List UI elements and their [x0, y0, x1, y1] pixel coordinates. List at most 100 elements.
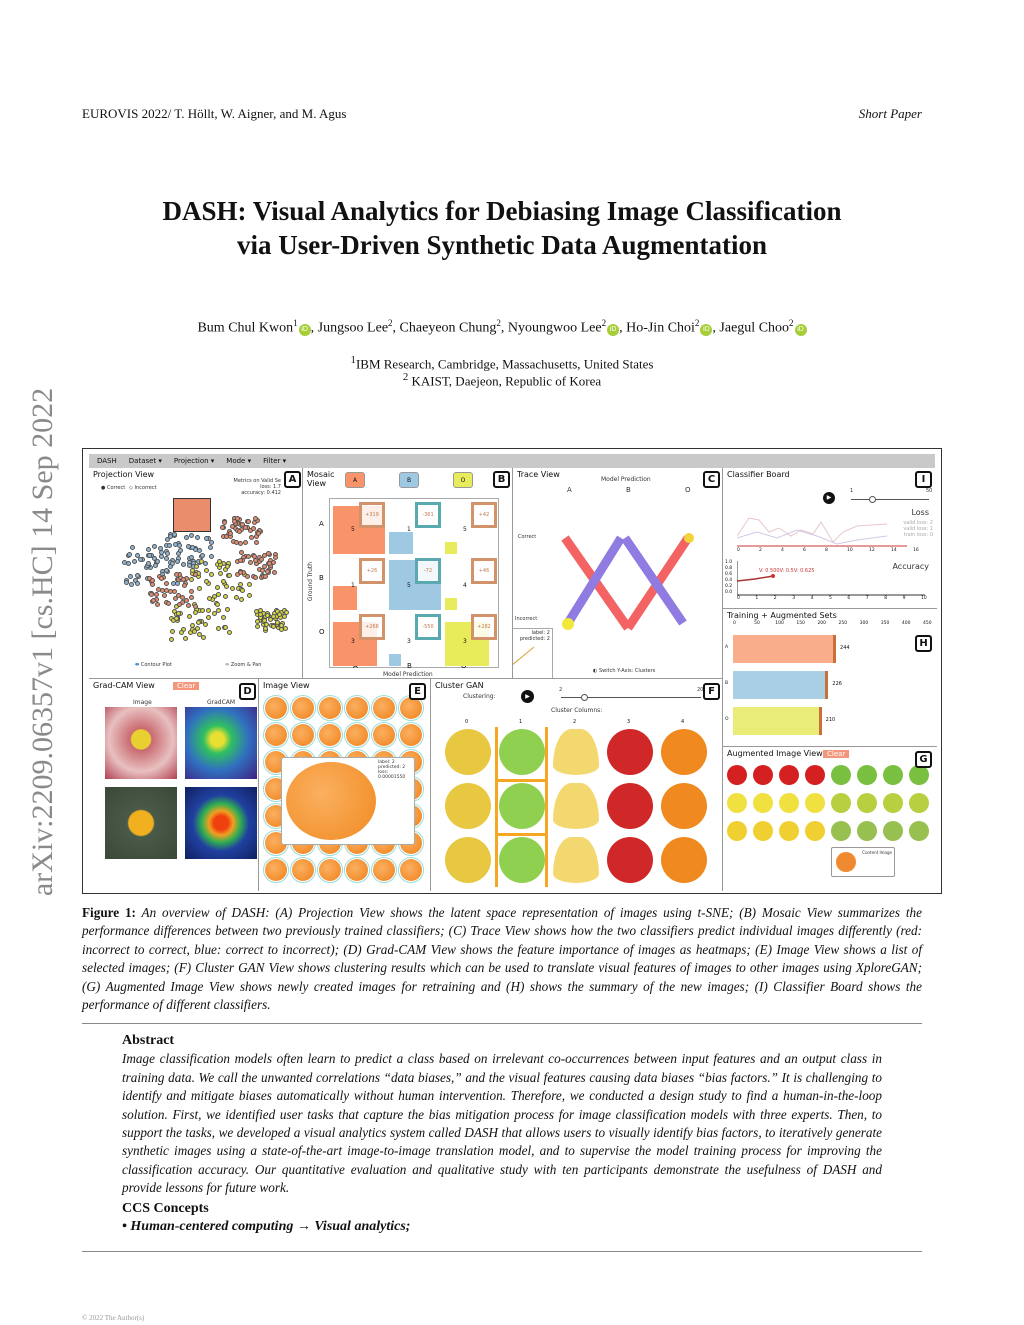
- scatter-point[interactable]: [167, 543, 173, 549]
- scatter-point[interactable]: [226, 572, 232, 578]
- scatter-point[interactable]: [146, 547, 152, 553]
- cluster-image[interactable]: [553, 837, 599, 883]
- scatter-point[interactable]: [215, 592, 221, 598]
- scatter-point[interactable]: [279, 622, 285, 628]
- thumbnail[interactable]: [263, 857, 289, 883]
- thumbnail[interactable]: [753, 821, 773, 841]
- thumbnail[interactable]: [831, 821, 851, 841]
- scatter-point[interactable]: [131, 558, 137, 564]
- scatter-point[interactable]: [259, 568, 265, 574]
- scatter-point[interactable]: [179, 629, 185, 635]
- thumbnail[interactable]: [317, 857, 343, 883]
- scatter-point[interactable]: [199, 558, 205, 564]
- scatter-point[interactable]: [126, 560, 132, 566]
- scatter-point[interactable]: [151, 556, 157, 562]
- cluster-image[interactable]: [661, 837, 707, 883]
- scatter-point[interactable]: [200, 607, 206, 613]
- thumbnail[interactable]: [883, 765, 903, 785]
- scatter-point[interactable]: [192, 603, 198, 609]
- thumbnail[interactable]: [909, 793, 929, 813]
- scatter-point[interactable]: [149, 577, 155, 583]
- delta-box[interactable]: +282: [471, 614, 497, 640]
- scatter-point[interactable]: [172, 531, 178, 537]
- scatter-point[interactable]: [195, 534, 201, 540]
- scatter-point[interactable]: [170, 629, 175, 635]
- scatter-point[interactable]: [152, 544, 158, 550]
- scatter-point[interactable]: [283, 610, 289, 616]
- scatter-point[interactable]: [186, 602, 191, 608]
- menu-item[interactable]: Projection ▾: [173, 457, 215, 465]
- scatter-point[interactable]: [165, 601, 171, 607]
- scatter-point[interactable]: [148, 592, 154, 598]
- cluster-image[interactable]: [553, 783, 599, 829]
- scatter-point[interactable]: [223, 625, 229, 631]
- menu-item[interactable]: Mode ▾: [226, 457, 252, 465]
- scatter-point[interactable]: [187, 613, 193, 619]
- scatter-point[interactable]: [154, 591, 160, 597]
- slider-handle[interactable]: [581, 694, 588, 701]
- thumbnail[interactable]: [909, 765, 929, 785]
- scatter-point[interactable]: [170, 560, 175, 566]
- thumbnail[interactable]: [371, 857, 397, 883]
- thumbnail[interactable]: [805, 765, 825, 785]
- class-chip-B[interactable]: B: [399, 472, 419, 488]
- scatter-point[interactable]: [208, 540, 214, 546]
- thumbnail[interactable]: [727, 821, 747, 841]
- scatter-point[interactable]: [123, 579, 129, 585]
- scatter-point[interactable]: [274, 619, 280, 625]
- scatter-point[interactable]: [224, 564, 230, 570]
- menu-item[interactable]: Dataset ▾: [128, 457, 162, 465]
- scatter-point[interactable]: [189, 589, 195, 594]
- thumbnail[interactable]: [779, 821, 799, 841]
- scatter-point[interactable]: [165, 536, 171, 542]
- scatter-point[interactable]: [237, 558, 243, 564]
- scatter-point[interactable]: [242, 525, 248, 531]
- scatter-point[interactable]: [177, 547, 183, 553]
- cluster-image[interactable]: [445, 729, 491, 775]
- scatter-point[interactable]: [246, 519, 252, 525]
- thumbnail[interactable]: [344, 722, 370, 748]
- scatter-point[interactable]: [258, 556, 264, 562]
- scatter-point[interactable]: [229, 586, 235, 592]
- scatter-point[interactable]: [128, 573, 134, 579]
- menu-item[interactable]: Filter ▾: [263, 457, 287, 465]
- thumbnail[interactable]: [344, 695, 370, 721]
- epoch-slider[interactable]: [851, 499, 929, 500]
- scatter-point[interactable]: [276, 612, 282, 618]
- scatter-point[interactable]: [272, 554, 278, 560]
- mosaic-cell[interactable]: [445, 598, 457, 610]
- scatter-point[interactable]: [238, 550, 244, 556]
- bar-A[interactable]: [733, 635, 837, 663]
- thumbnail[interactable]: [805, 821, 825, 841]
- scatter-point[interactable]: [174, 615, 180, 621]
- scatter-point[interactable]: [215, 625, 221, 631]
- thumbnail[interactable]: [263, 695, 289, 721]
- clear-augmented-button[interactable]: Clear: [823, 750, 850, 758]
- scatter-point[interactable]: [216, 558, 222, 564]
- scatter-point[interactable]: [270, 614, 276, 619]
- scatter-point[interactable]: [203, 568, 209, 573]
- scatter-point[interactable]: [220, 525, 226, 531]
- scatter-point[interactable]: [177, 543, 183, 549]
- scatter-point[interactable]: [278, 627, 284, 633]
- scatter-point[interactable]: [246, 592, 252, 598]
- cluster-image[interactable]: [499, 837, 545, 883]
- scatter-point[interactable]: [200, 635, 206, 641]
- thumbnail[interactable]: [857, 765, 877, 785]
- scatter-point[interactable]: [235, 571, 241, 577]
- gradcam-heatmap[interactable]: [185, 707, 257, 779]
- thumbnail[interactable]: [831, 765, 851, 785]
- thumbnail[interactable]: [263, 722, 289, 748]
- scatter-point[interactable]: [234, 539, 240, 545]
- scatter-point[interactable]: [188, 554, 194, 560]
- scatter-point[interactable]: [161, 593, 167, 599]
- scatter-point[interactable]: [237, 529, 243, 535]
- scatter-point[interactable]: [188, 533, 194, 539]
- orcid-icon[interactable]: iD: [794, 323, 807, 336]
- scatter-point[interactable]: [158, 575, 164, 581]
- scatter-point[interactable]: [197, 547, 203, 553]
- scatter-point[interactable]: [263, 574, 269, 580]
- scatter-point[interactable]: [127, 552, 133, 558]
- thumbnail[interactable]: [290, 857, 316, 883]
- scatter-point[interactable]: [180, 561, 186, 567]
